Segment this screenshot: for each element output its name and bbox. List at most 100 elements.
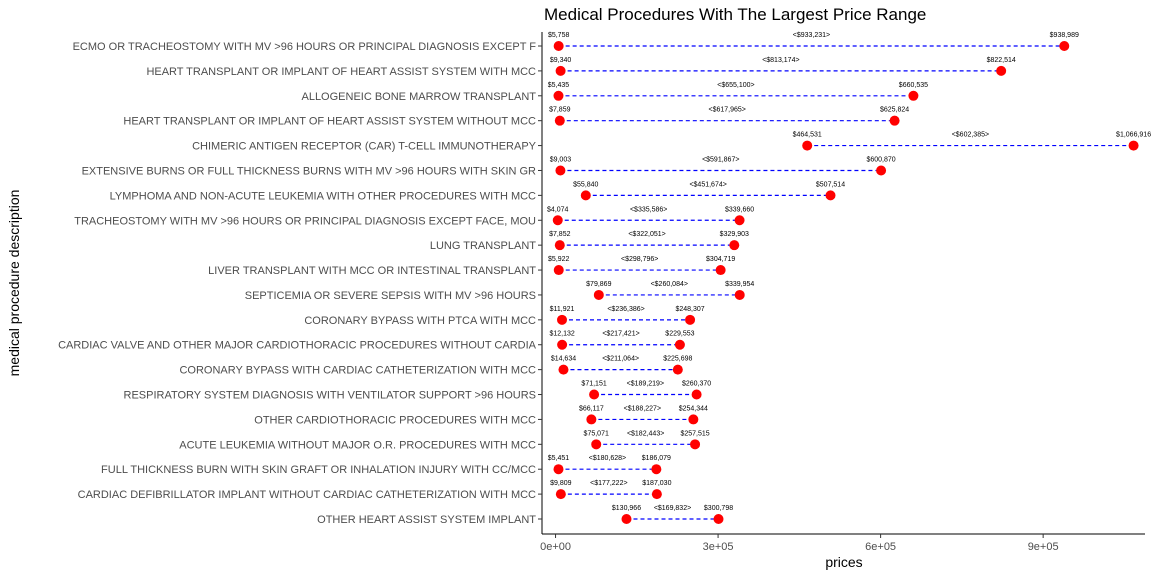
category-label: TRACHEOSTOMY WITH MV >96 HOURS OR PRINCI… (74, 215, 536, 227)
category-label: HEART TRANSPLANT OR IMPLANT OF HEART ASS… (123, 116, 536, 128)
min-point (552, 215, 563, 226)
min-point (589, 389, 600, 400)
min-price-label: $9,809 (550, 480, 572, 487)
max-price-label: $260,370 (682, 381, 711, 388)
range-label: <$169,832> (654, 505, 691, 512)
max-point (715, 265, 726, 276)
range-label: <$189,219> (627, 381, 664, 388)
max-point (651, 464, 662, 475)
category-label: CARDIAC DEFIBRILLATOR IMPLANT WITHOUT CA… (78, 489, 536, 501)
category-label: LYMPHOMA AND NON-ACUTE LEUKEMIA WITH OTH… (110, 190, 536, 202)
range-label: <$298,796> (621, 256, 658, 263)
max-point (674, 339, 685, 350)
min-price-label: $5,435 (548, 82, 570, 89)
max-price-label: $625,824 (880, 107, 909, 114)
max-point (1128, 140, 1139, 151)
min-point (555, 489, 566, 500)
category-label: OTHER HEART ASSIST SYSTEM IMPLANT (317, 514, 536, 526)
min-price-label: $12,132 (549, 331, 574, 338)
range-label: <$335,586> (630, 206, 667, 213)
max-point (825, 190, 836, 201)
category-label: CARDIAC VALVE AND OTHER MAJOR CARDIOTHOR… (58, 340, 537, 352)
min-point (554, 240, 565, 251)
x-tick-label: 0e+00 (540, 541, 571, 553)
range-label: <$655,100> (717, 82, 754, 89)
max-price-label: $600,870 (866, 156, 895, 163)
range-label: <$211,064> (602, 356, 639, 363)
min-point (553, 265, 564, 276)
min-point (553, 464, 564, 475)
min-price-label: $66,117 (579, 405, 604, 412)
min-price-label: $11,921 (550, 306, 575, 313)
max-price-label: $938,989 (1050, 32, 1079, 39)
min-point (586, 414, 597, 425)
min-point (555, 65, 566, 76)
max-point (996, 65, 1007, 76)
min-price-label: $9,003 (550, 156, 572, 163)
min-price-label: $55,840 (573, 181, 598, 188)
min-price-label: $464,531 (793, 132, 822, 139)
min-price-label: $75,071 (584, 430, 609, 437)
max-price-label: $248,307 (675, 306, 704, 313)
max-point (734, 289, 745, 300)
max-point (734, 215, 745, 226)
min-price-label: $79,869 (586, 281, 611, 288)
max-point (889, 115, 900, 126)
min-price-label: $4,074 (547, 206, 569, 213)
min-price-label: $7,859 (549, 107, 571, 114)
min-price-label: $14,634 (551, 356, 576, 363)
x-tick-label: 6e+05 (865, 541, 896, 553)
min-price-label: $5,758 (548, 32, 570, 39)
min-point (555, 165, 566, 176)
min-price-label: $9,340 (550, 57, 572, 64)
range-label: <$322,051> (628, 231, 665, 238)
max-price-label: $329,903 (720, 231, 749, 238)
range-label: <$236,386> (607, 306, 644, 313)
max-point (651, 489, 662, 500)
min-point (591, 439, 602, 450)
category-label: LIVER TRANSPLANT WITH MCC OR INTESTINAL … (208, 265, 536, 277)
range-label: <$180,628> (589, 455, 626, 462)
min-point (554, 115, 565, 126)
min-point (553, 90, 564, 101)
max-price-label: $822,514 (987, 57, 1016, 64)
x-tick-label: 9e+05 (1028, 541, 1059, 553)
max-price-label: $186,079 (642, 455, 671, 462)
min-price-label: $71,151 (581, 381, 606, 388)
category-label: CORONARY BYPASS WITH PTCA WITH MCC (304, 315, 536, 327)
max-price-label: $225,698 (663, 356, 692, 363)
category-label: LUNG TRANSPLANT (430, 240, 536, 252)
min-point (557, 339, 568, 350)
min-point (558, 364, 569, 375)
max-price-label: $300,798 (704, 505, 733, 512)
range-label: <$177,222> (590, 480, 627, 487)
range-label: <$617,965> (709, 107, 746, 114)
category-label: ECMO OR TRACHEOSTOMY WITH MV >96 HOURS O… (73, 41, 537, 53)
max-price-label: $304,719 (706, 256, 735, 263)
category-label: CORONARY BYPASS WITH CARDIAC CATHETERIZA… (179, 365, 536, 377)
min-point (557, 314, 568, 325)
category-label: SEPTICEMIA OR SEVERE SEPSIS WITH MV >96 … (245, 290, 536, 302)
min-price-label: $5,922 (548, 256, 570, 263)
range-label: <$182,443> (627, 430, 664, 437)
y-axis-title: medical procedure description (6, 190, 22, 377)
category-label: EXTENSIVE BURNS OR FULL THICKNESS BURNS … (82, 165, 536, 177)
plot-area: 0e+00 3e+05 6e+05 9e+05 ECMO OR TRACHEOSTOMY… (58, 32, 1151, 553)
max-price-label: $1,066,916 (1116, 132, 1151, 139)
range-label: <$217,421> (602, 331, 639, 338)
max-point (690, 439, 701, 450)
max-point (688, 414, 699, 425)
min-point (580, 190, 591, 201)
min-point (553, 41, 564, 51)
min-price-label: $7,852 (549, 231, 571, 238)
category-label: CHIMERIC ANTIGEN RECEPTOR (CAR) T-CELL I… (192, 141, 537, 153)
range-label: <$933,231> (793, 32, 830, 39)
max-point (908, 90, 919, 101)
min-price-label: $5,451 (548, 455, 570, 462)
chart-title: Medical Procedures With The Largest Pric… (544, 5, 926, 24)
category-label: ALLOGENEIC BONE MARROW TRANSPLANT (301, 91, 536, 103)
max-point (672, 364, 683, 375)
max-price-label: $339,660 (725, 206, 754, 213)
min-point (802, 140, 813, 151)
